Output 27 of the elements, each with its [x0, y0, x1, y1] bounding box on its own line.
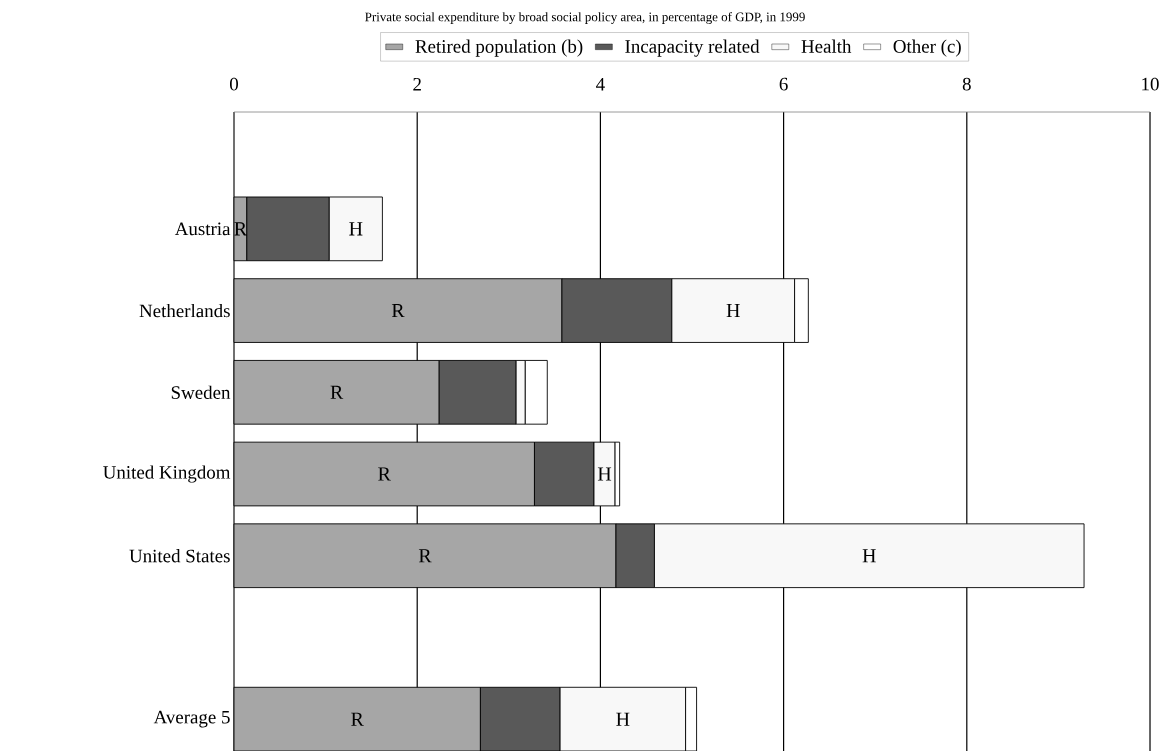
chart-title: Private social expenditure by broad social policy area, in percentage of GDP, in 1999 — [365, 12, 805, 24]
y-tick-label: Netherlands — [139, 303, 230, 318]
data-label: R — [351, 712, 364, 726]
x-tick-label: 6 — [779, 77, 788, 91]
data-label: H — [597, 467, 612, 481]
legend-label: Other (c) — [893, 39, 961, 57]
y-tick-label: Austria — [174, 222, 231, 236]
data-label: H — [862, 549, 876, 563]
x-tick-label: 2 — [413, 77, 421, 91]
legend-label: Retired population (b) — [415, 39, 583, 57]
data-label: R — [378, 467, 391, 481]
data-label: R — [391, 304, 405, 318]
x-tick-label: 10 — [1142, 77, 1159, 91]
legend-label: Incapacity related — [625, 39, 760, 57]
x-tick-label: 8 — [962, 77, 971, 91]
data-label: H — [616, 712, 630, 726]
data-label: R — [418, 549, 432, 563]
y-tick-label: Average 5 — [153, 710, 230, 728]
data-label: H — [726, 304, 740, 318]
x-tick-label: 0 — [229, 77, 238, 91]
data-label: R — [330, 385, 344, 399]
y-tick-label: Sweden — [171, 385, 231, 399]
legend-label: Health — [801, 39, 852, 53]
data-label: H — [349, 222, 363, 236]
x-tick-label: 4 — [596, 78, 605, 91]
y-tick-label: United Kingdom — [103, 465, 231, 483]
y-tick-label: United States — [129, 549, 230, 563]
